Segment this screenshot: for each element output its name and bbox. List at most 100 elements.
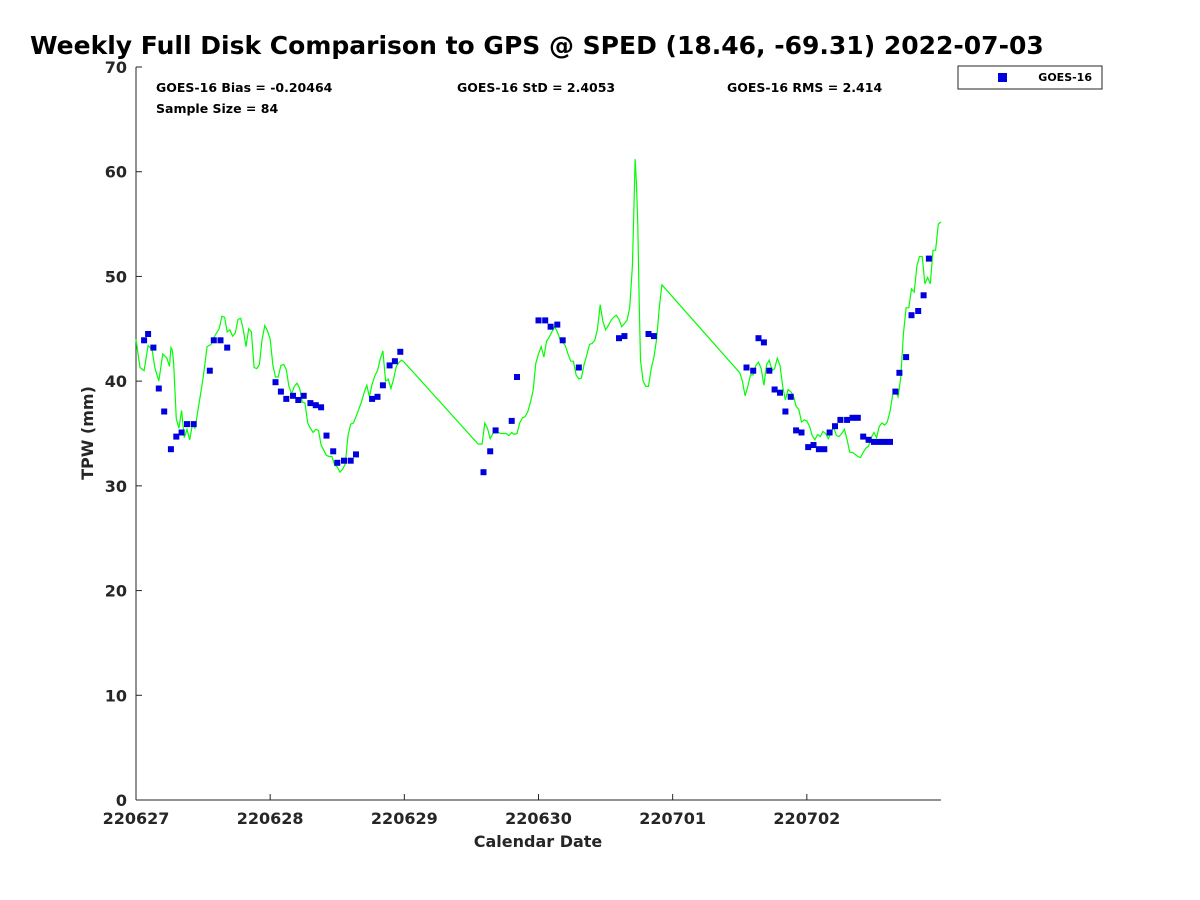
goes16-data-point	[272, 379, 279, 386]
goes16-data-point	[787, 393, 794, 400]
goes16-data-point	[178, 429, 185, 436]
goes16-data-point	[141, 337, 148, 344]
goes16-data-point	[535, 317, 542, 324]
goes16-data-point	[805, 444, 812, 451]
goes16-data-point	[155, 385, 162, 392]
goes16-data-point	[206, 367, 213, 374]
goes16-data-point	[755, 335, 762, 342]
goes16-data-point	[379, 382, 386, 389]
goes16-data-point	[876, 438, 883, 445]
y-tick-label: 10	[105, 686, 127, 705]
goes16-data-point	[161, 408, 168, 415]
x-tick-label: 220629	[371, 809, 438, 828]
goes16-data-point	[283, 395, 290, 402]
legend-marker-goes16	[998, 73, 1007, 82]
goes16-data-point	[837, 416, 844, 423]
goes16-data-point	[915, 308, 922, 314]
goes16-data-point	[190, 421, 197, 428]
goes16-data-point	[353, 451, 359, 458]
goes16-data-point	[330, 448, 337, 455]
goes16-data-point	[782, 408, 789, 415]
goes16-data-point	[575, 364, 582, 371]
goes16-data-point	[554, 321, 561, 328]
series-markers	[141, 255, 932, 476]
goes16-data-point	[307, 400, 314, 407]
goes16-data-point	[908, 312, 915, 319]
goes16-data-point	[771, 386, 778, 393]
goes16-data-point	[810, 442, 817, 448]
y-tick-label: 30	[105, 477, 127, 496]
x-tick-label: 220628	[237, 809, 304, 828]
goes16-data-point	[559, 337, 566, 344]
goes16-data-point	[766, 367, 773, 374]
goes16-data-point	[815, 446, 822, 453]
stat-sample-size: Sample Size = 84	[156, 101, 278, 116]
x-axis-label: Calendar Date	[474, 832, 603, 851]
goes16-data-point	[896, 369, 903, 376]
stat-rms: GOES-16 RMS = 2.414	[727, 80, 882, 95]
x-tick-label: 220702	[773, 809, 840, 828]
goes16-data-point	[621, 333, 628, 340]
goes16-data-point	[865, 436, 872, 443]
x-tick-label: 220630	[505, 809, 572, 828]
goes16-data-point	[920, 292, 927, 299]
goes16-data-point	[650, 333, 657, 340]
stat-std: GOES-16 StD = 2.4053	[457, 80, 615, 95]
goes16-data-point	[821, 446, 828, 453]
goes16-data-point	[173, 433, 180, 440]
goes16-data-point	[334, 459, 341, 466]
goes16-data-point	[514, 374, 520, 380]
goes16-data-point	[386, 362, 393, 369]
goes16-data-point	[300, 392, 307, 399]
legend: GOES-16	[957, 65, 1103, 90]
goes16-data-point	[616, 335, 622, 342]
goes16-data-point	[547, 323, 554, 330]
x-ticks: 220627 220628 220629 220630 220701 220702	[103, 794, 840, 828]
goes16-data-point	[777, 389, 783, 396]
goes16-data-point	[492, 427, 499, 434]
goes16-data-point	[277, 388, 284, 395]
goes16-data-point	[323, 432, 330, 439]
goes16-data-point	[903, 354, 910, 361]
goes16-data-point	[870, 438, 877, 445]
goes16-data-point	[849, 414, 856, 421]
goes16-data-point	[892, 388, 899, 395]
goes16-data-point	[750, 367, 757, 374]
x-tick-label: 220701	[639, 809, 706, 828]
goes16-data-point	[508, 417, 515, 424]
goes16-data-point	[312, 402, 319, 409]
y-tick-label: 40	[105, 372, 127, 391]
x-tick-label: 220627	[103, 809, 170, 828]
legend-label-goes16: GOES-16	[1038, 71, 1092, 84]
goes16-data-point	[210, 337, 217, 344]
goes16-data-point	[295, 397, 302, 403]
y-tick-label: 70	[105, 58, 127, 77]
plot-area	[136, 67, 941, 800]
legend-box	[957, 65, 1103, 90]
goes16-data-point	[487, 448, 494, 455]
y-tick-label: 60	[105, 163, 127, 182]
goes16-data-point	[743, 364, 750, 371]
goes16-data-point	[854, 414, 861, 421]
goes16-data-point	[374, 393, 381, 400]
chart-title: Weekly Full Disk Comparison to GPS @ SPE…	[30, 31, 1044, 60]
goes16-data-point	[860, 433, 867, 440]
goes16-data-point	[145, 331, 152, 337]
goes16-data-point	[217, 337, 224, 344]
goes16-data-point	[826, 429, 833, 436]
goes16-data-point	[290, 392, 296, 399]
goes16-data-point	[369, 395, 376, 402]
y-axis-label: TPW (mm)	[78, 386, 97, 480]
goes16-data-point	[542, 317, 549, 324]
goes16-data-point	[798, 429, 805, 436]
y-ticks: 0 10 20 30 40 50 60 70	[105, 58, 142, 810]
goes16-data-point	[184, 421, 190, 428]
goes16-data-point	[341, 457, 347, 464]
chart-title-text: Weekly Full Disk Comparison to GPS @ SPE…	[30, 31, 1044, 60]
goes16-data-point	[645, 331, 652, 337]
y-tick-label: 0	[116, 791, 127, 810]
goes16-data-point	[397, 348, 404, 355]
goes16-data-point	[224, 344, 231, 351]
goes16-data-point	[391, 358, 398, 365]
goes16-data-point	[925, 255, 932, 262]
